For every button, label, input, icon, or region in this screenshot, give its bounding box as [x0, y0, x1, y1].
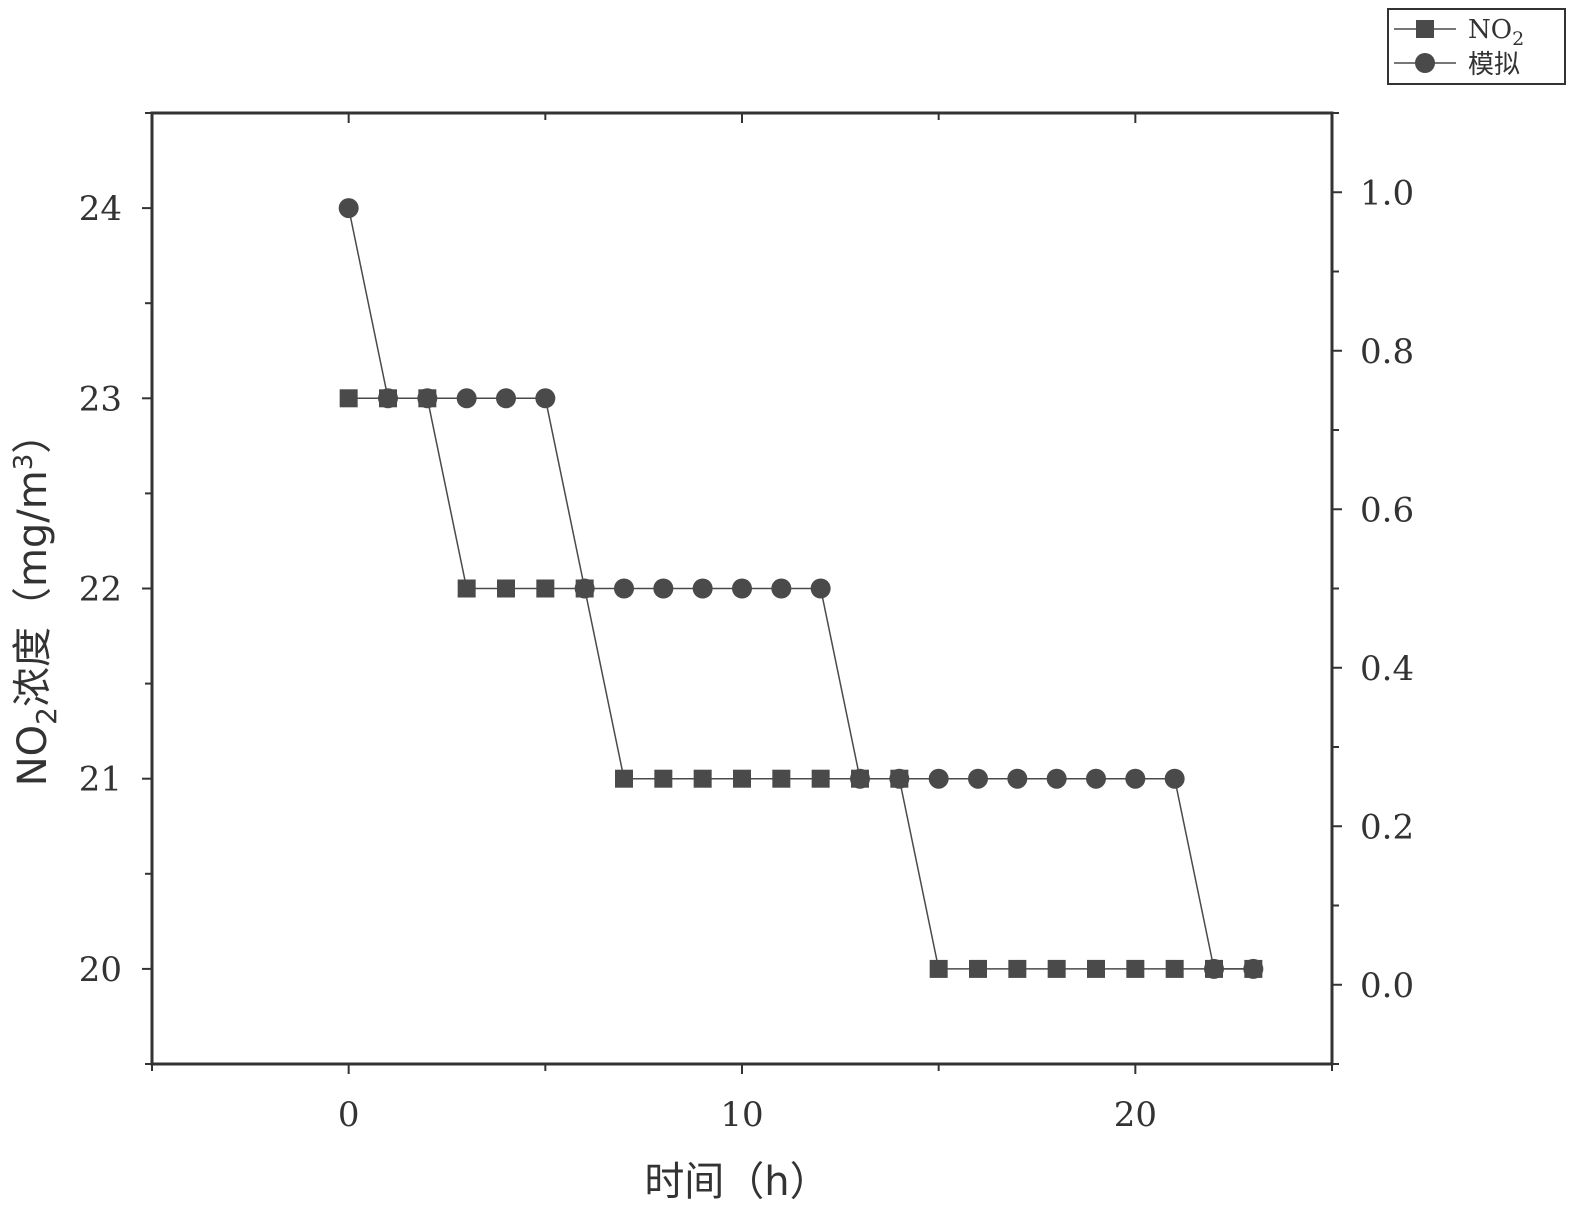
data-point-square [693, 769, 712, 788]
data-point-circle [968, 768, 988, 789]
data-point-circle [732, 578, 752, 599]
data-point-circle [692, 578, 713, 599]
data-point-circle [535, 388, 556, 409]
data-point-square [733, 769, 751, 788]
x-tick-label: 0 [338, 1095, 360, 1135]
legend-label-1: 模拟 [1468, 50, 1520, 80]
series-line-0 [348, 397, 1254, 970]
data-point-circle [1007, 768, 1028, 789]
legend-marker-circle [1415, 53, 1435, 73]
legend-label-0-main: NO [1468, 15, 1512, 45]
data-point-circle [928, 768, 949, 789]
data-point-circle [1243, 958, 1264, 979]
data-point-circle [771, 578, 792, 599]
y2-tick-label: 0.8 [1360, 332, 1414, 372]
data-point-square [1087, 959, 1105, 978]
data-point-circle [1204, 958, 1224, 979]
x-tick-label: 10 [720, 1095, 763, 1135]
data-point-square [615, 769, 633, 788]
data-point-circle [1046, 768, 1067, 789]
data-point-square [1008, 959, 1027, 978]
data-point-square [1047, 959, 1066, 978]
y-axis-title-superscript: 3 [9, 454, 39, 471]
data-point-circle [574, 578, 595, 599]
data-point-square [772, 769, 791, 788]
data-point-circle [338, 198, 359, 219]
y-axis-title: NO2浓度（mg/m3） [9, 414, 63, 787]
data-point-circle [614, 578, 634, 599]
y2-tick-label: 0.6 [1360, 490, 1414, 530]
data-point-square [339, 389, 358, 408]
data-point-square [1126, 959, 1145, 978]
data-point-square [929, 959, 948, 978]
y2-tick-label: 0.0 [1360, 966, 1414, 1006]
legend-label-0-sub: 2 [1512, 28, 1524, 50]
x-axis-ticks: 0 10 20 [151, 113, 1333, 1135]
data-point-square [497, 579, 515, 598]
data-point-square [969, 959, 987, 978]
data-point-square [811, 769, 830, 788]
y-tick-label: 21 [79, 760, 122, 800]
data-point-square [457, 579, 476, 598]
data-point-circle [417, 388, 438, 409]
legend-label-0: NO2 [1468, 15, 1524, 50]
data-point-square [654, 769, 673, 788]
y-axis-title-prefix: NO [10, 725, 56, 786]
data-point-circle [456, 388, 477, 409]
y-tick-label: 24 [79, 189, 122, 229]
legend-marker-square [1416, 20, 1434, 38]
y-tick-label: 23 [79, 379, 122, 419]
data-point-circle [378, 388, 398, 409]
y2-tick-label: 1.0 [1360, 173, 1414, 213]
y2-axis-ticks: 0.0 0.2 0.4 0.6 0.8 1.0 [1332, 112, 1414, 1065]
y-tick-label: 20 [79, 950, 122, 990]
data-point-circle [889, 768, 910, 789]
data-point-circle [496, 388, 516, 409]
y-tick-label: 22 [79, 570, 122, 610]
data-point-square [1165, 959, 1184, 978]
series-layer [338, 198, 1264, 979]
x-tick-label: 20 [1114, 1095, 1157, 1135]
y-axis-title-suffix: ） [10, 414, 56, 454]
data-point-square [536, 579, 555, 598]
y-axis-title-subscript: 2 [30, 707, 63, 725]
y-axis-ticks: 20 21 22 23 24 [79, 112, 152, 1065]
data-point-circle [653, 578, 674, 599]
data-point-circle [850, 768, 870, 789]
data-point-circle [1164, 768, 1185, 789]
y-axis-title-middle: 浓度（mg/m [10, 470, 56, 707]
data-point-circle [1086, 768, 1106, 789]
legend: NO2 模拟 [1387, 8, 1566, 85]
data-point-circle [810, 578, 831, 599]
x-axis-title: 时间（h） [644, 1159, 829, 1205]
y2-tick-label: 0.2 [1360, 807, 1414, 847]
data-point-circle [1125, 768, 1146, 789]
y2-tick-label: 0.4 [1360, 649, 1414, 689]
